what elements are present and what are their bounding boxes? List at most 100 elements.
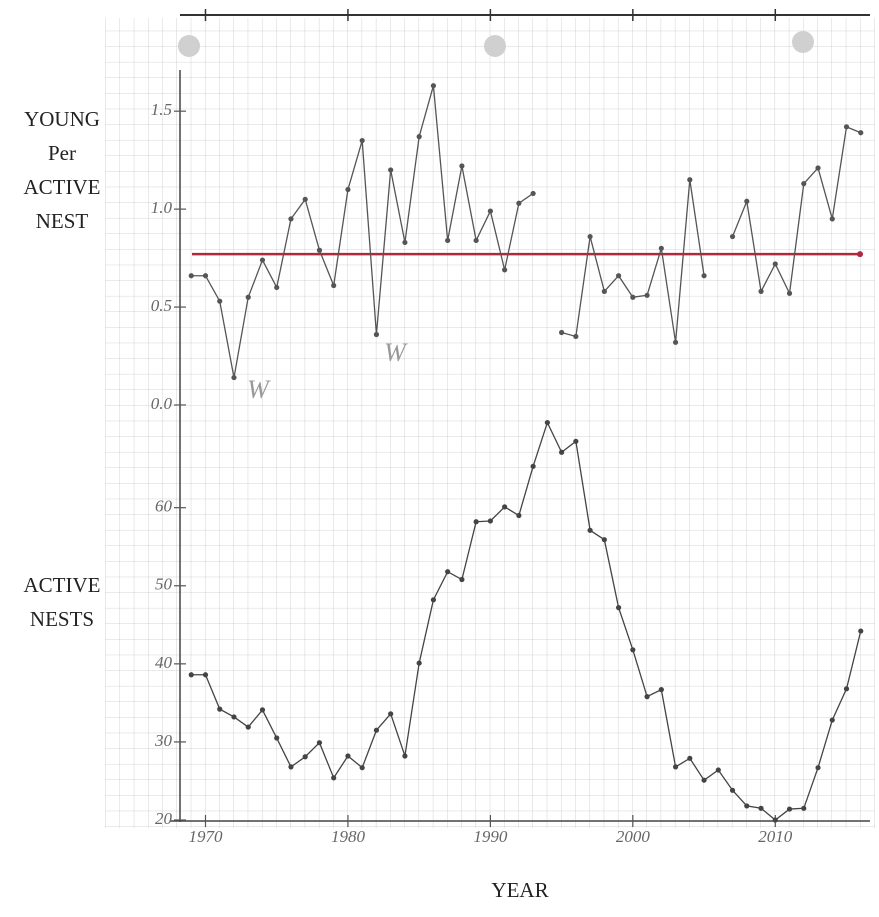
data-point [459, 163, 465, 169]
data-point [345, 186, 351, 193]
data-point [644, 694, 650, 700]
y-axis-label: NEST [36, 209, 89, 233]
annotation: W [384, 338, 408, 367]
data-point [473, 237, 479, 244]
graph-paper [105, 18, 875, 828]
data-point [587, 527, 593, 533]
data-point [331, 775, 337, 781]
x-tick-label: 2010 [758, 827, 793, 846]
data-point [658, 245, 664, 251]
data-point [829, 717, 835, 723]
data-point [729, 787, 736, 793]
data-point [373, 331, 380, 338]
y-tick-label: 20 [155, 809, 173, 828]
data-point [858, 628, 864, 634]
y-tick-label: 30 [154, 731, 173, 750]
data-point [559, 449, 565, 455]
data-point [388, 167, 394, 173]
data-point [402, 239, 408, 246]
data-point [217, 298, 223, 304]
data-point [573, 333, 579, 340]
data-point [302, 196, 308, 202]
data-point [587, 233, 593, 240]
data-point [316, 247, 323, 253]
data-point [516, 200, 522, 206]
y-tick-label: 40 [155, 653, 173, 672]
data-point [274, 735, 280, 741]
data-point [316, 740, 323, 746]
data-point [231, 714, 237, 720]
data-point [644, 292, 650, 298]
data-point [487, 208, 493, 214]
punch-hole [484, 35, 506, 57]
data-point [416, 660, 422, 666]
x-tick-label: 1990 [473, 827, 508, 846]
data-point [359, 765, 365, 771]
data-point [473, 519, 479, 525]
data-point [758, 805, 764, 811]
data-point [359, 137, 365, 144]
data-point [217, 706, 223, 712]
data-point [402, 753, 408, 759]
data-point [687, 755, 693, 761]
data-point [502, 267, 508, 273]
y-axis-label: YOUNG [24, 107, 100, 131]
data-point [829, 216, 835, 222]
data-point [843, 686, 850, 692]
data-point [274, 284, 280, 291]
data-point [630, 647, 636, 653]
data-point [815, 165, 821, 171]
data-point [701, 273, 707, 279]
data-point [259, 257, 266, 263]
punch-hole [792, 31, 814, 53]
data-point [430, 597, 437, 603]
data-point [388, 711, 394, 717]
annotation: W [247, 375, 271, 404]
data-point [701, 777, 707, 783]
data-point [858, 130, 864, 136]
punch-hole [178, 35, 200, 57]
y-tick-label: 60 [155, 497, 173, 516]
data-point [786, 290, 793, 296]
data-point [502, 504, 508, 510]
data-point [801, 181, 807, 187]
x-tick-label: 2000 [616, 827, 651, 846]
data-point [288, 764, 294, 770]
x-axis-label: YEAR [491, 878, 548, 902]
data-point [530, 463, 536, 469]
y-axis-label: ACTIVE [24, 175, 101, 199]
data-point [430, 83, 437, 89]
data-point [245, 724, 251, 730]
data-point [302, 754, 308, 760]
data-point [231, 374, 237, 381]
data-point [445, 237, 451, 244]
data-point [601, 288, 607, 294]
data-point [202, 273, 209, 279]
data-point [259, 707, 266, 713]
data-point [445, 569, 451, 575]
data-point [516, 512, 522, 519]
y-axis-label: ACTIVE [24, 573, 101, 597]
data-point [687, 177, 693, 183]
data-point [744, 198, 750, 204]
data-point [615, 273, 622, 279]
y-axis-label: Per [48, 141, 76, 165]
data-point [843, 124, 850, 130]
data-point [815, 765, 821, 771]
reference-end [857, 251, 863, 258]
data-point [630, 294, 636, 300]
data-point [188, 672, 194, 678]
data-point [188, 273, 194, 279]
data-point [801, 805, 807, 811]
data-point [729, 233, 736, 240]
data-point [573, 438, 579, 444]
x-tick-label: 1980 [331, 827, 366, 846]
y-tick-label: 0.5 [151, 296, 172, 315]
data-point [202, 672, 209, 678]
data-point [544, 419, 550, 426]
data-point [615, 605, 622, 611]
data-point [672, 339, 679, 345]
data-point [601, 537, 607, 543]
data-point [672, 764, 679, 770]
